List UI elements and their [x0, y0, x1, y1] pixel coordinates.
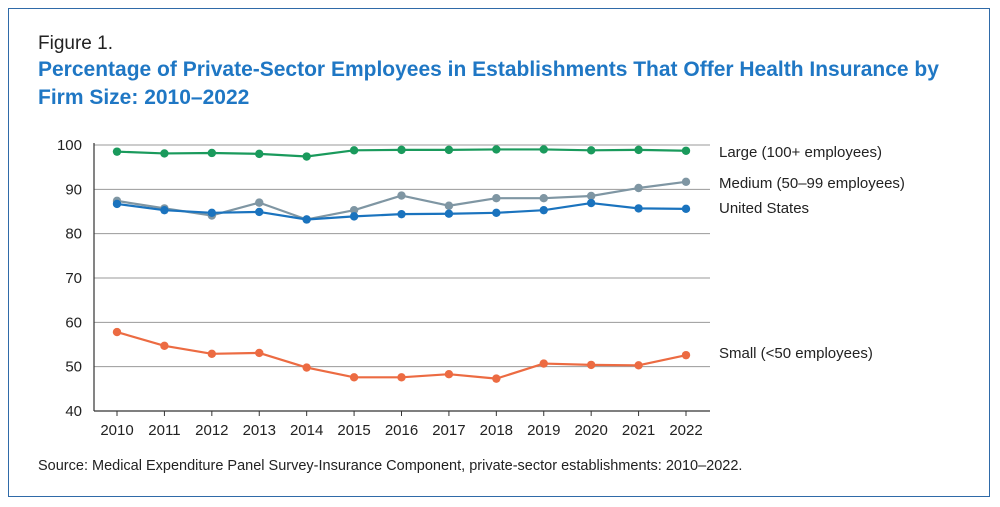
data-point-small: [492, 374, 501, 383]
y-tick-labels: 40 50 60 70 80 90 100: [57, 137, 82, 420]
x-tick-label: 2015: [337, 422, 370, 439]
y-tick-label: 90: [65, 181, 82, 198]
data-point-united_states: [255, 207, 264, 217]
series-line-small: [116, 331, 687, 380]
data-point-small: [586, 360, 596, 370]
data-point-united_states: [207, 208, 217, 218]
data-point-small: [160, 341, 169, 351]
series: [112, 145, 691, 383]
y-tick-label: 70: [65, 270, 82, 287]
data-point-large: [681, 146, 691, 155]
data-point-small: [634, 361, 643, 370]
data-point-large: [586, 146, 596, 155]
data-point-united_states: [681, 204, 691, 214]
series-small: [112, 327, 691, 383]
data-point-small: [207, 349, 217, 359]
data-point-united_states: [492, 208, 501, 218]
data-point-large: [160, 149, 169, 158]
x-tick-label: 2020: [574, 422, 607, 439]
series-label-medium: Medium (50–99 employees): [719, 175, 905, 192]
x-tick-label: 2012: [195, 422, 228, 439]
chart-title: Percentage of Private-Sector Employees i…: [38, 58, 939, 109]
y-tick-label: 80: [65, 226, 82, 243]
data-point-large: [492, 145, 501, 154]
x-tick-label: 2016: [385, 422, 418, 439]
figure-label: Figure 1.: [38, 33, 113, 54]
data-point-united_states: [539, 205, 548, 215]
data-point-united_states: [586, 198, 596, 208]
data-point-small: [349, 373, 359, 382]
data-point-small: [397, 373, 406, 382]
figure-frame: [8, 8, 990, 497]
data-point-medium: [586, 191, 596, 201]
x-tick-label: 2019: [527, 422, 560, 439]
data-point-large: [444, 145, 454, 155]
data-point-large: [349, 146, 359, 155]
x-tick-label: 2014: [290, 422, 323, 439]
data-point-large: [397, 145, 406, 155]
data-point-united_states: [349, 212, 359, 221]
x-tick-label: 2011: [148, 422, 180, 439]
data-point-medium: [492, 194, 501, 203]
data-point-united_states: [444, 209, 454, 218]
x-tick-labels: 2010 2011 2012 2013 2014 2015 2016 2017 2018 2019…: [100, 422, 702, 439]
data-point-small: [255, 348, 264, 358]
series-united_states: [112, 198, 691, 224]
x-tick-label: 2017: [432, 422, 465, 439]
data-point-medium: [444, 201, 454, 210]
x-tick-label: 2018: [480, 422, 513, 439]
x-tick-label: 2021: [622, 422, 655, 439]
x-tick-label: 2013: [243, 422, 276, 439]
series-label-small: Small (<50 employees): [719, 345, 873, 362]
series-label-large: Large (100+ employees): [719, 144, 882, 161]
x-tick-label: 2022: [669, 422, 702, 439]
series-large: [112, 145, 691, 161]
data-point-small: [444, 370, 454, 379]
data-point-large: [634, 145, 643, 155]
series-label-united_states: United States: [719, 200, 809, 217]
y-tick-label: 100: [57, 137, 82, 154]
data-point-large: [302, 152, 311, 161]
data-point-large: [255, 149, 264, 159]
data-point-large: [207, 148, 217, 158]
axes: [93, 143, 710, 416]
data-point-small: [302, 363, 311, 372]
y-tick-label: 60: [65, 314, 82, 331]
data-point-large: [539, 145, 548, 154]
data-point-medium: [681, 177, 691, 186]
data-point-medium: [349, 205, 359, 215]
data-point-medium: [255, 198, 264, 207]
series-labels: Large (100+ employees) Medium (50–99 empl…: [719, 144, 905, 362]
y-tick-label: 40: [65, 403, 82, 420]
data-point-medium: [634, 183, 643, 193]
data-point-small: [681, 350, 691, 360]
x-tick-label: 2010: [100, 422, 133, 439]
data-point-small: [112, 327, 122, 337]
data-point-united_states: [160, 205, 169, 215]
data-point-large: [112, 147, 122, 156]
data-point-united_states: [634, 204, 643, 213]
data-point-united_states: [397, 209, 406, 219]
data-point-medium: [539, 194, 548, 203]
data-point-united_states: [302, 215, 311, 224]
gridlines: [94, 144, 710, 368]
data-point-medium: [397, 191, 406, 200]
y-tick-label: 50: [65, 359, 82, 376]
data-point-united_states: [112, 199, 122, 209]
source-note: Source: Medical Expenditure Panel Survey…: [38, 458, 743, 474]
data-point-small: [539, 359, 548, 368]
